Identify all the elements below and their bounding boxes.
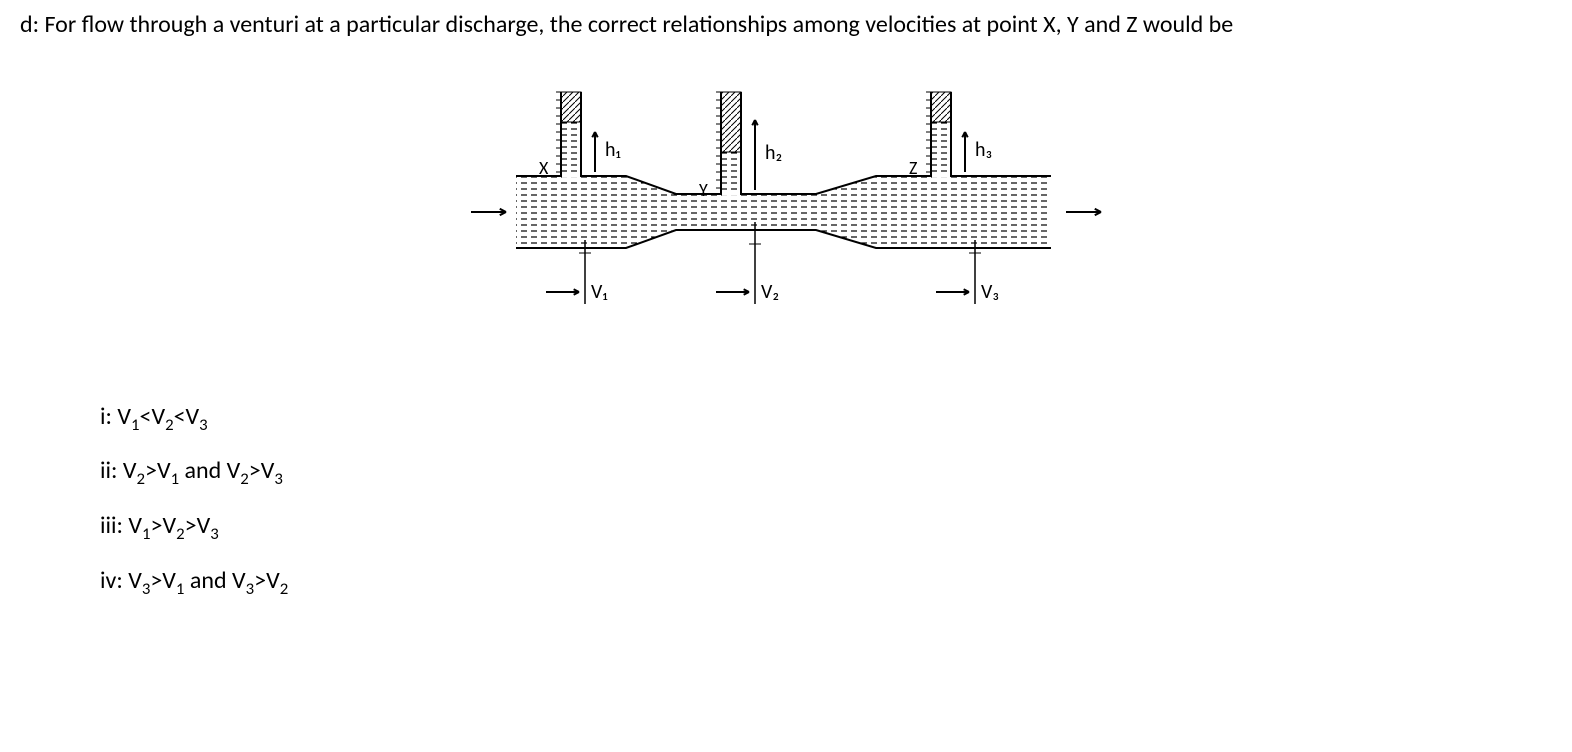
svg-text:X: X — [539, 157, 549, 179]
question-text: d: For flow through a venturi at a parti… — [20, 8, 1552, 42]
question-body: For flow through a venturi at a particul… — [44, 10, 1233, 39]
svg-text:V₁: V₁ — [591, 280, 607, 304]
svg-text:Y: Y — [699, 179, 708, 201]
options-list: i: V1<V2<V3 ii: V2>V1 and V2>V3 iii: V1>… — [100, 402, 1552, 599]
option-iv: iv: V3>V1 and V3>V2 — [100, 566, 1552, 599]
option-iii: iii: V1>V2>V3 — [100, 511, 1552, 544]
svg-text:h₃: h₃ — [975, 138, 992, 162]
svg-text:Z: Z — [909, 157, 917, 179]
diagram-container: Xh₁ Yh₂ Zh₃ V₁ V₂ V₃ — [20, 72, 1552, 332]
svg-text:V₂: V₂ — [761, 280, 779, 304]
venturi-diagram: Xh₁ Yh₂ Zh₃ V₁ V₂ V₃ — [461, 72, 1111, 332]
option-i: i: V1<V2<V3 — [100, 402, 1552, 435]
svg-text:h₂: h₂ — [765, 141, 782, 165]
question-prefix: d: — [20, 10, 44, 39]
page: d: For flow through a venturi at a parti… — [0, 0, 1572, 752]
option-ii: ii: V2>V1 and V2>V3 — [100, 456, 1552, 489]
svg-text:V₃: V₃ — [981, 280, 999, 304]
svg-text:h₁: h₁ — [605, 138, 621, 162]
